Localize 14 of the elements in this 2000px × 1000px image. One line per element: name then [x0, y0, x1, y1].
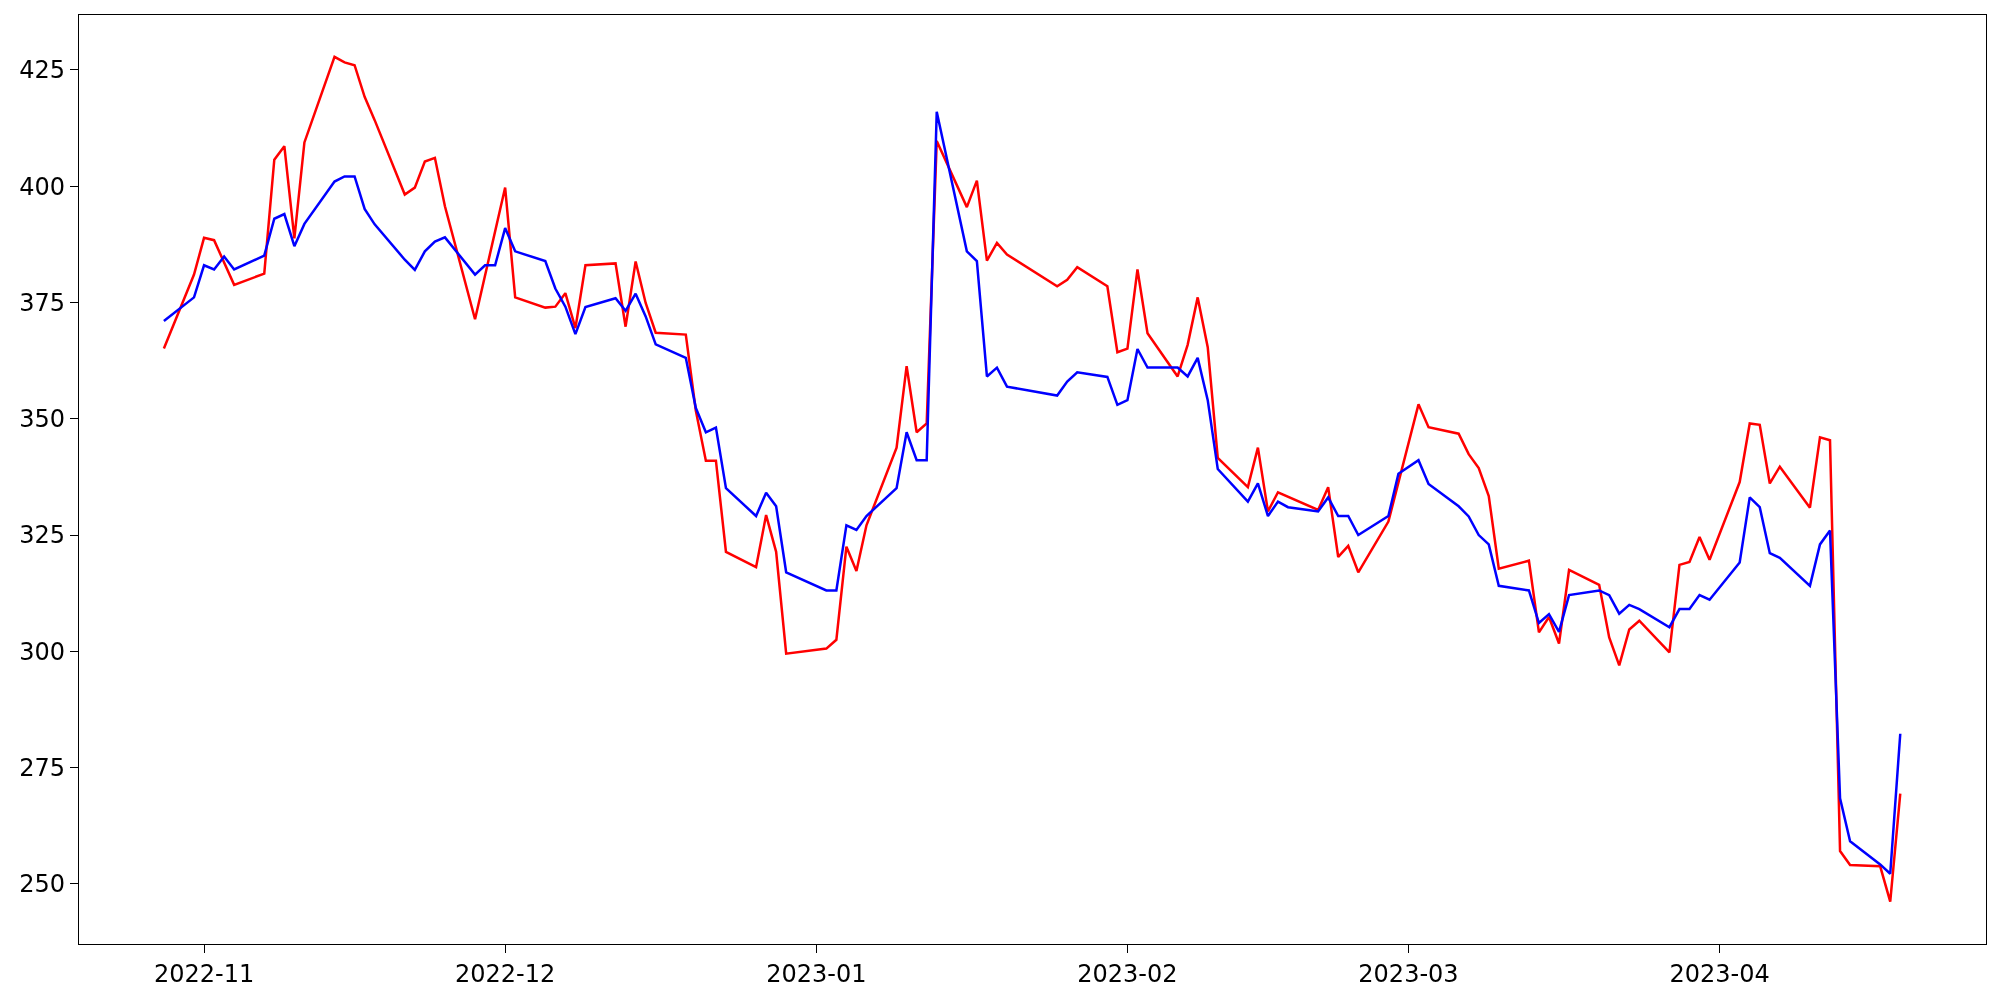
y-tick-label: 350: [19, 405, 66, 434]
x-tick-label: 2022-12: [455, 959, 556, 988]
x-tick-label: 2023-01: [766, 959, 867, 988]
y-tick-label: 325: [19, 521, 66, 550]
x-tick-label: 2023-02: [1077, 959, 1178, 988]
x-tick-label: 2022-11: [153, 959, 255, 988]
x-tick-label: 2023-03: [1358, 959, 1459, 988]
y-tick-label: 425: [19, 56, 66, 85]
y-tick-label: 375: [19, 288, 66, 317]
y-tick-label: 275: [19, 754, 66, 783]
y-tick-label: 300: [19, 637, 66, 666]
y-tick-label: 400: [19, 172, 66, 201]
y-tick-label: 250: [19, 870, 66, 899]
x-tick-label: 2023-04: [1669, 959, 1770, 988]
